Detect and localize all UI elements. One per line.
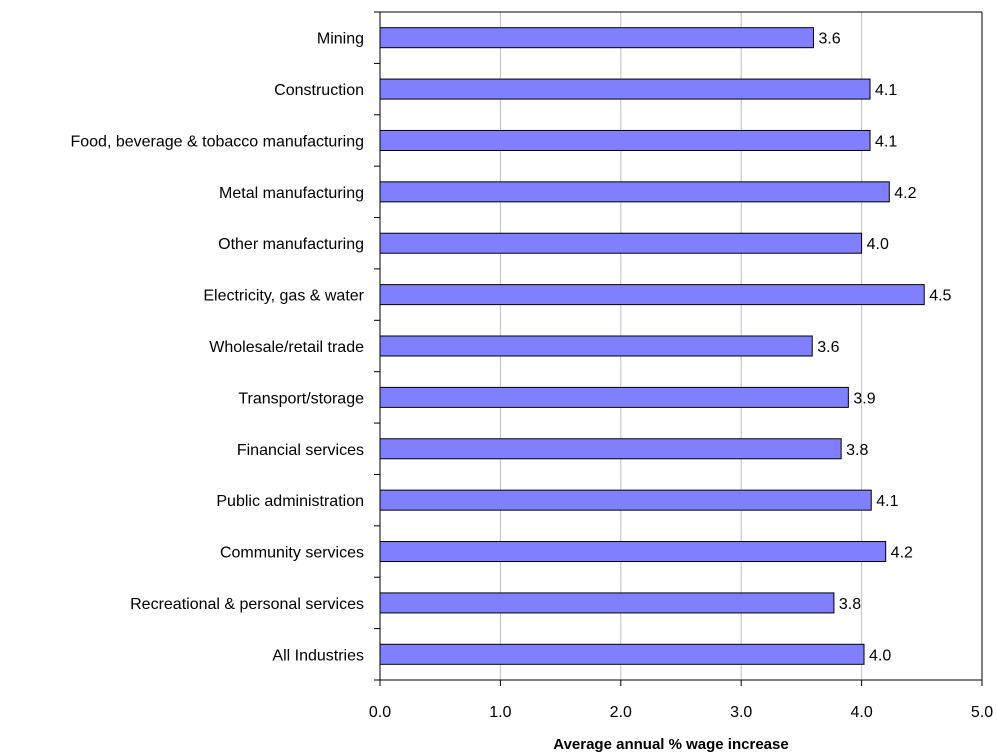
data-label: 3.6 xyxy=(818,31,840,48)
data-label: 4.2 xyxy=(894,185,916,202)
data-label: 4.2 xyxy=(891,545,913,562)
bar xyxy=(379,438,842,460)
bar xyxy=(379,643,865,665)
x-tick-label: 2.0 xyxy=(610,704,632,721)
bar xyxy=(379,232,863,254)
category-label: Food, beverage & tobacco manufacturing xyxy=(70,133,364,150)
category-label: Electricity, gas & water xyxy=(203,288,364,305)
bar xyxy=(379,181,890,203)
bar xyxy=(379,335,813,357)
bar xyxy=(379,592,835,614)
category-label: Public administration xyxy=(216,493,364,510)
bar xyxy=(379,78,871,100)
category-label: Recreational & personal services xyxy=(130,596,364,613)
x-axis-title: Average annual % wage increase xyxy=(553,736,788,753)
x-tick-label: 4.0 xyxy=(850,704,872,721)
data-label: 3.9 xyxy=(853,390,875,407)
x-tick-label: 1.0 xyxy=(489,704,511,721)
labels: 0.0 1.0 2.0 3.0 4.0 5.0 Mining 3.6 Construction 4… xyxy=(70,31,993,721)
category-label: Transport/storage xyxy=(238,390,364,407)
x-tick-label: 5.0 xyxy=(971,704,993,721)
bar xyxy=(379,129,871,151)
data-label: 4.5 xyxy=(929,288,951,305)
category-label: Construction xyxy=(274,82,364,99)
x-tick-label: 0.0 xyxy=(369,704,391,721)
bar xyxy=(379,386,849,408)
x-tick-label: 3.0 xyxy=(730,704,752,721)
bar xyxy=(379,541,887,563)
category-label: Other manufacturing xyxy=(218,236,364,253)
category-label: Wholesale/retail trade xyxy=(209,339,364,356)
category-label: Community services xyxy=(220,545,364,562)
category-label: Metal manufacturing xyxy=(219,185,364,202)
bar xyxy=(379,489,872,511)
category-label: All Industries xyxy=(272,647,364,664)
bar xyxy=(379,27,814,49)
data-label: 3.8 xyxy=(839,596,861,613)
bar xyxy=(379,284,925,306)
bars xyxy=(379,27,925,665)
data-label: 4.1 xyxy=(876,493,898,510)
data-label: 4.1 xyxy=(875,133,897,150)
data-label: 3.8 xyxy=(846,442,868,459)
data-label: 4.0 xyxy=(869,647,891,664)
axes xyxy=(374,11,983,686)
data-label: 4.0 xyxy=(867,236,889,253)
data-label: 3.6 xyxy=(817,339,839,356)
category-label: Mining xyxy=(317,31,364,48)
data-label: 4.1 xyxy=(875,82,897,99)
category-label: Financial services xyxy=(237,442,364,459)
